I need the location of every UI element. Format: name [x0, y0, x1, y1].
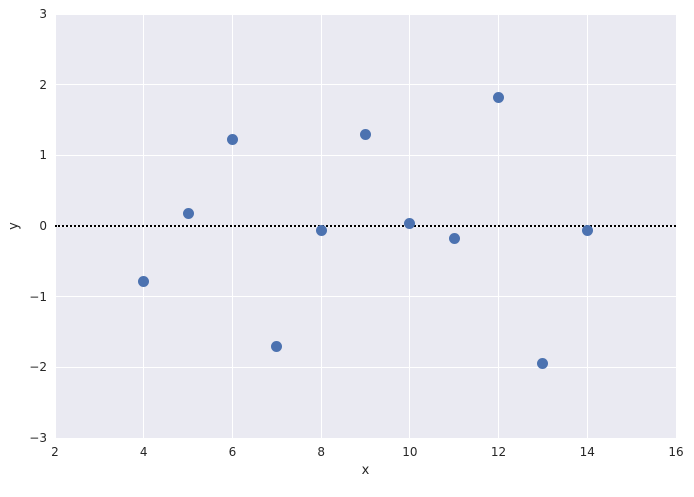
x-tick-label: 2 — [51, 445, 59, 459]
y-tick-label: −3 — [29, 431, 47, 445]
scatter-point — [271, 341, 283, 353]
x-tick-label: 6 — [228, 445, 237, 459]
gridline-horizontal — [55, 14, 676, 15]
gridline-horizontal — [55, 84, 676, 86]
y-tick-label: 1 — [39, 148, 47, 163]
scatter-point — [226, 134, 238, 146]
plot-area — [55, 14, 676, 438]
gridline-horizontal — [55, 154, 676, 156]
x-tick-label: 8 — [317, 445, 325, 459]
x-tick-label: 4 — [139, 445, 148, 459]
gridline-horizontal — [55, 296, 676, 298]
scatter-point — [360, 128, 371, 140]
x-tick-label: 16 — [668, 445, 684, 459]
scatter-point — [404, 218, 416, 230]
x-tick-label: 10 — [402, 445, 418, 459]
gridline-horizontal — [55, 366, 676, 368]
scatter-point — [182, 208, 194, 220]
gridline-horizontal — [55, 437, 676, 438]
x-tick-label: 14 — [579, 445, 595, 459]
x-tick-label: 12 — [490, 445, 507, 459]
scatter-point — [493, 91, 505, 103]
scatter-point — [138, 275, 150, 287]
scatter-point — [448, 233, 460, 245]
y-axis-label: y — [6, 222, 22, 230]
y-tick-label: 2 — [39, 77, 47, 92]
y-tick-label: −1 — [29, 289, 47, 304]
x-axis-label: x — [361, 463, 370, 478]
y-tick-label: −2 — [29, 360, 47, 375]
zero-reference-line — [55, 225, 676, 227]
y-tick-label: 3 — [39, 7, 47, 21]
scatter-point — [581, 224, 593, 236]
scatter-point — [537, 357, 549, 369]
scatter-point — [315, 225, 327, 237]
